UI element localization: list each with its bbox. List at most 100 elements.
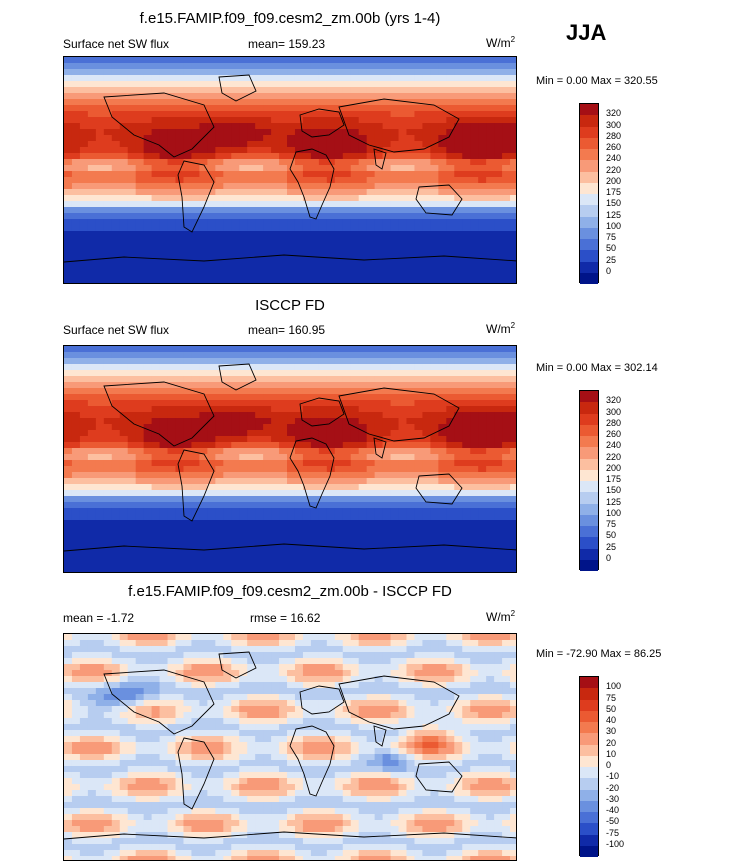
coastline	[289, 437, 335, 509]
colorbar-swatch	[580, 239, 598, 251]
colorbar-tick-label: 100	[606, 220, 622, 231]
panel1-variable-label: Surface net SW flux	[63, 37, 170, 51]
colorbar-swatch	[580, 559, 598, 571]
colorbar-tick-label: 0	[606, 265, 612, 276]
colorbar-swatch	[580, 767, 598, 779]
colorbar-tick-label: 75	[606, 692, 617, 703]
coastline	[373, 148, 387, 170]
colorbar-tick-label: 125	[606, 209, 622, 220]
colorbar-swatch	[580, 733, 598, 745]
colorbar-swatch	[580, 812, 598, 824]
coastline	[177, 449, 215, 522]
coastline	[289, 148, 335, 220]
colorbar-tick-label: 320	[606, 395, 622, 406]
colorbar-tick-label: 20	[606, 737, 617, 748]
coastline	[64, 831, 516, 840]
colorbar-swatch	[580, 677, 598, 689]
colorbar-swatch	[580, 481, 598, 493]
panel2-mean-label: mean= 160.95	[248, 323, 326, 337]
colorbar-swatch	[580, 216, 598, 228]
colorbar-swatch	[580, 548, 598, 560]
panel3-colorbar	[579, 676, 599, 857]
coastline	[299, 685, 345, 715]
panel2-units: W/m2	[486, 321, 516, 336]
panel3-rmse-label: rmse = 16.62	[250, 611, 321, 625]
colorbar-tick-label: 125	[606, 496, 622, 507]
colorbar-swatch	[580, 778, 598, 790]
panel2-minmax: Min = 0.00 Max = 302.14	[536, 362, 658, 374]
colorbar-swatch	[580, 755, 598, 767]
colorbar-swatch	[580, 413, 598, 425]
colorbar-tick-label: 320	[606, 108, 622, 119]
colorbar-swatch	[580, 261, 598, 273]
colorbar-swatch	[580, 514, 598, 526]
coastline	[373, 437, 387, 459]
colorbar-swatch	[580, 744, 598, 756]
coastline	[177, 737, 215, 810]
panel2-colorbar	[579, 390, 599, 571]
colorbar-swatch	[580, 688, 598, 700]
panel3-units: W/m2	[486, 609, 516, 624]
colorbar-tick-label: 200	[606, 462, 622, 473]
coastline	[373, 725, 387, 747]
colorbar-swatch	[580, 436, 598, 448]
colorbar-swatch	[580, 845, 598, 857]
colorbar-tick-label: 220	[606, 451, 622, 462]
colorbar-tick-label: 175	[606, 187, 622, 197]
colorbar-tick-label: 75	[606, 232, 617, 242]
coastline	[415, 761, 463, 793]
colorbar-tick-label: -40	[606, 805, 620, 815]
colorbar-tick-label: -10	[606, 771, 620, 782]
coastline	[338, 387, 460, 442]
colorbar-swatch	[580, 722, 598, 734]
colorbar-swatch	[580, 424, 598, 436]
colorbar-tick-label: 150	[606, 198, 622, 209]
panel3-title: f.e15.FAMIP.f09_f09.cesm2_zm.00b - ISCCP…	[128, 583, 452, 600]
colorbar-tick-label: 0	[606, 552, 612, 563]
colorbar-swatch	[580, 182, 598, 194]
colorbar-swatch	[580, 492, 598, 504]
colorbar-tick-label: 150	[606, 485, 622, 496]
colorbar-tick-label: 25	[606, 254, 617, 265]
colorbar-tick-label: 10	[606, 748, 617, 759]
colorbar-tick-label: 50	[606, 243, 617, 254]
field-cells	[64, 634, 516, 860]
colorbar-tick-label: 260	[606, 142, 622, 152]
coastline	[64, 254, 516, 263]
colorbar-swatch	[580, 149, 598, 161]
colorbar-swatch	[580, 205, 598, 217]
colorbar-swatch	[580, 710, 598, 722]
season-label: JJA	[566, 20, 607, 45]
colorbar-tick-label: 280	[606, 417, 622, 428]
colorbar-swatch	[580, 227, 598, 239]
colorbar-tick-label: 240	[606, 440, 622, 451]
coastline	[415, 473, 463, 505]
colorbar-swatch	[580, 115, 598, 127]
colorbar-tick-label: 40	[606, 715, 617, 725]
colorbar-tick-label: 240	[606, 153, 622, 164]
panel1-units: W/m2	[486, 35, 516, 50]
coastline	[64, 543, 516, 552]
colorbar-swatch	[580, 104, 598, 116]
colorbar-swatch	[580, 800, 598, 812]
colorbar-swatch	[580, 789, 598, 801]
colorbar-tick-label: 50	[606, 530, 617, 541]
colorbar-swatch	[580, 699, 598, 711]
panel2-map	[63, 345, 517, 573]
panel1-title: f.e15.FAMIP.f09_f09.cesm2_zm.00b (yrs 1-…	[139, 10, 441, 27]
colorbar-tick-label: 100	[606, 681, 622, 692]
colorbar-swatch	[580, 823, 598, 835]
panel1-colorbar	[579, 103, 599, 284]
colorbar-tick-label: 100	[606, 507, 622, 518]
panel2-variable-label: Surface net SW flux	[63, 323, 170, 337]
coastline	[103, 381, 215, 447]
panel2-title: ISCCP FD	[255, 297, 325, 314]
panel1-map	[63, 56, 517, 284]
coastline	[218, 74, 257, 102]
colorbar-swatch	[580, 537, 598, 549]
colorbar-tick-label: 175	[606, 474, 622, 484]
colorbar-swatch	[580, 458, 598, 470]
coastline	[415, 184, 463, 216]
colorbar-tick-label: -20	[606, 782, 620, 793]
colorbar-swatch	[580, 469, 598, 481]
